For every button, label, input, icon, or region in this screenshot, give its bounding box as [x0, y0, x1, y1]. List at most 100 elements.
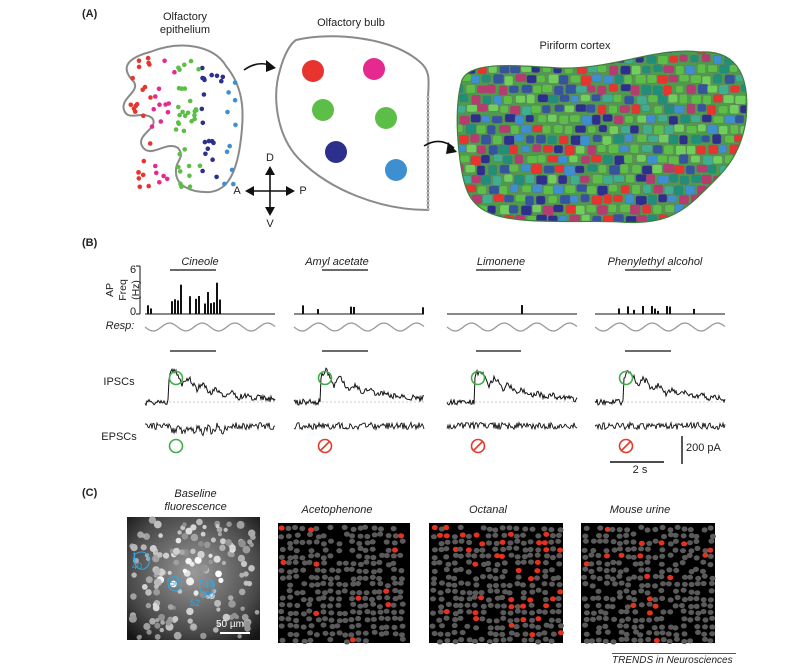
neuron-outline	[681, 574, 688, 580]
panel-b-letter: (B)	[82, 237, 98, 249]
neuron-soma	[153, 520, 162, 529]
cortex-cell	[620, 184, 630, 194]
cortex-cell	[492, 175, 502, 186]
cortex-cell	[652, 144, 663, 155]
neuron-outline	[328, 617, 335, 623]
neuron-outline	[445, 588, 451, 594]
neuron-outline	[492, 527, 499, 533]
cortex-cell	[701, 215, 710, 223]
sensory-neuron-dot	[193, 107, 199, 112]
neuron-outline	[452, 567, 459, 573]
neuron-outline	[707, 553, 714, 559]
neuron-soma	[158, 613, 166, 621]
cortex-cell	[581, 155, 591, 164]
neuron-outline	[623, 609, 630, 615]
cortex-cell	[597, 205, 608, 215]
neuron-outline	[616, 560, 622, 566]
neuron-outline	[623, 539, 630, 545]
respiration-trace	[446, 322, 578, 332]
cortex-cell	[531, 163, 543, 175]
cortex-cell	[608, 184, 618, 193]
cortex-cell	[751, 45, 759, 53]
neuron-outline	[466, 637, 473, 643]
neuron-outline	[583, 631, 590, 637]
neuron-soma	[152, 554, 160, 563]
neuron-outline	[390, 602, 397, 608]
sensory-neuron-dot	[151, 106, 156, 112]
neuron-outline	[681, 526, 688, 532]
cortex-cell	[541, 104, 551, 114]
sensory-neuron-dot	[226, 90, 231, 95]
neuron-outline	[391, 540, 398, 546]
neuron-outline	[604, 629, 611, 635]
neuron-outline	[320, 541, 327, 547]
neuron-outline	[493, 540, 500, 546]
activated-neuron	[557, 589, 564, 595]
cortex-cell	[542, 205, 554, 216]
neuron-outline	[287, 631, 294, 637]
neuron-outline	[535, 624, 542, 630]
neuron-outline	[391, 566, 397, 572]
neuron-outline	[633, 629, 639, 635]
cortex-cell	[614, 74, 624, 85]
image-label-octanal: Octanal	[469, 504, 507, 516]
image-baseline-fluorescence	[127, 516, 260, 640]
cortex-cell	[685, 165, 695, 175]
neuron-outline	[529, 623, 536, 629]
neuron-outline	[623, 532, 630, 538]
cortex-cell	[701, 54, 711, 63]
neuron-outline	[652, 597, 659, 603]
neuron-outline	[430, 610, 436, 616]
neuron-soma	[141, 584, 148, 590]
neuron-outline	[343, 566, 350, 572]
ap-freq-bar	[642, 305, 644, 314]
cortex-cell	[477, 185, 487, 195]
neuron-outline	[694, 545, 701, 551]
neuron-outline	[602, 610, 609, 616]
cortex-cell	[514, 115, 525, 126]
glomerulus-blue	[385, 159, 407, 181]
neuron-outline	[588, 552, 595, 558]
cortex-cell	[565, 84, 577, 95]
neuron-outline	[377, 609, 384, 615]
cortex-cell	[680, 114, 691, 124]
neuron-outline	[639, 617, 645, 623]
neuron-outline	[370, 554, 377, 561]
cortex-outline	[456, 50, 748, 224]
neuron-soma	[238, 588, 246, 596]
neuron-outline	[328, 538, 334, 544]
neuron-outline	[487, 588, 494, 594]
neuron-outline	[590, 574, 597, 580]
neuron-outline	[378, 631, 385, 637]
neuron-outline	[695, 629, 701, 635]
cortex-cell	[498, 85, 508, 96]
cortex-cell	[642, 51, 652, 56]
neuron-outline	[707, 597, 714, 603]
neuron-outline	[285, 533, 292, 539]
neuron-outline	[595, 595, 602, 601]
neuron-outline	[293, 623, 300, 629]
cortex-cell	[608, 105, 618, 114]
cortex-cell	[663, 65, 675, 74]
neuron-soma	[220, 538, 226, 545]
neuron-soma	[186, 607, 194, 616]
neuron-outline	[485, 566, 492, 573]
neuron-outline	[335, 589, 342, 595]
cortex-cell	[569, 53, 580, 63]
roi-number-2: 40	[132, 561, 143, 571]
cortex-cell	[521, 105, 532, 117]
cortex-cell	[624, 133, 634, 143]
neuron-outline	[362, 575, 369, 581]
cortex-cell	[624, 95, 635, 105]
neuron-outline	[308, 582, 315, 588]
neuron-outline	[501, 532, 508, 538]
neuron-soma	[130, 544, 138, 552]
sensory-neuron-dot	[197, 163, 203, 169]
neuron-outline	[278, 623, 285, 629]
neuron-outline	[604, 561, 611, 567]
cortex-cell	[734, 95, 747, 105]
footer-rule	[612, 653, 736, 654]
cortex-cell	[642, 224, 652, 232]
sensory-neuron-dot	[175, 120, 181, 125]
activated-neuron	[349, 637, 356, 643]
